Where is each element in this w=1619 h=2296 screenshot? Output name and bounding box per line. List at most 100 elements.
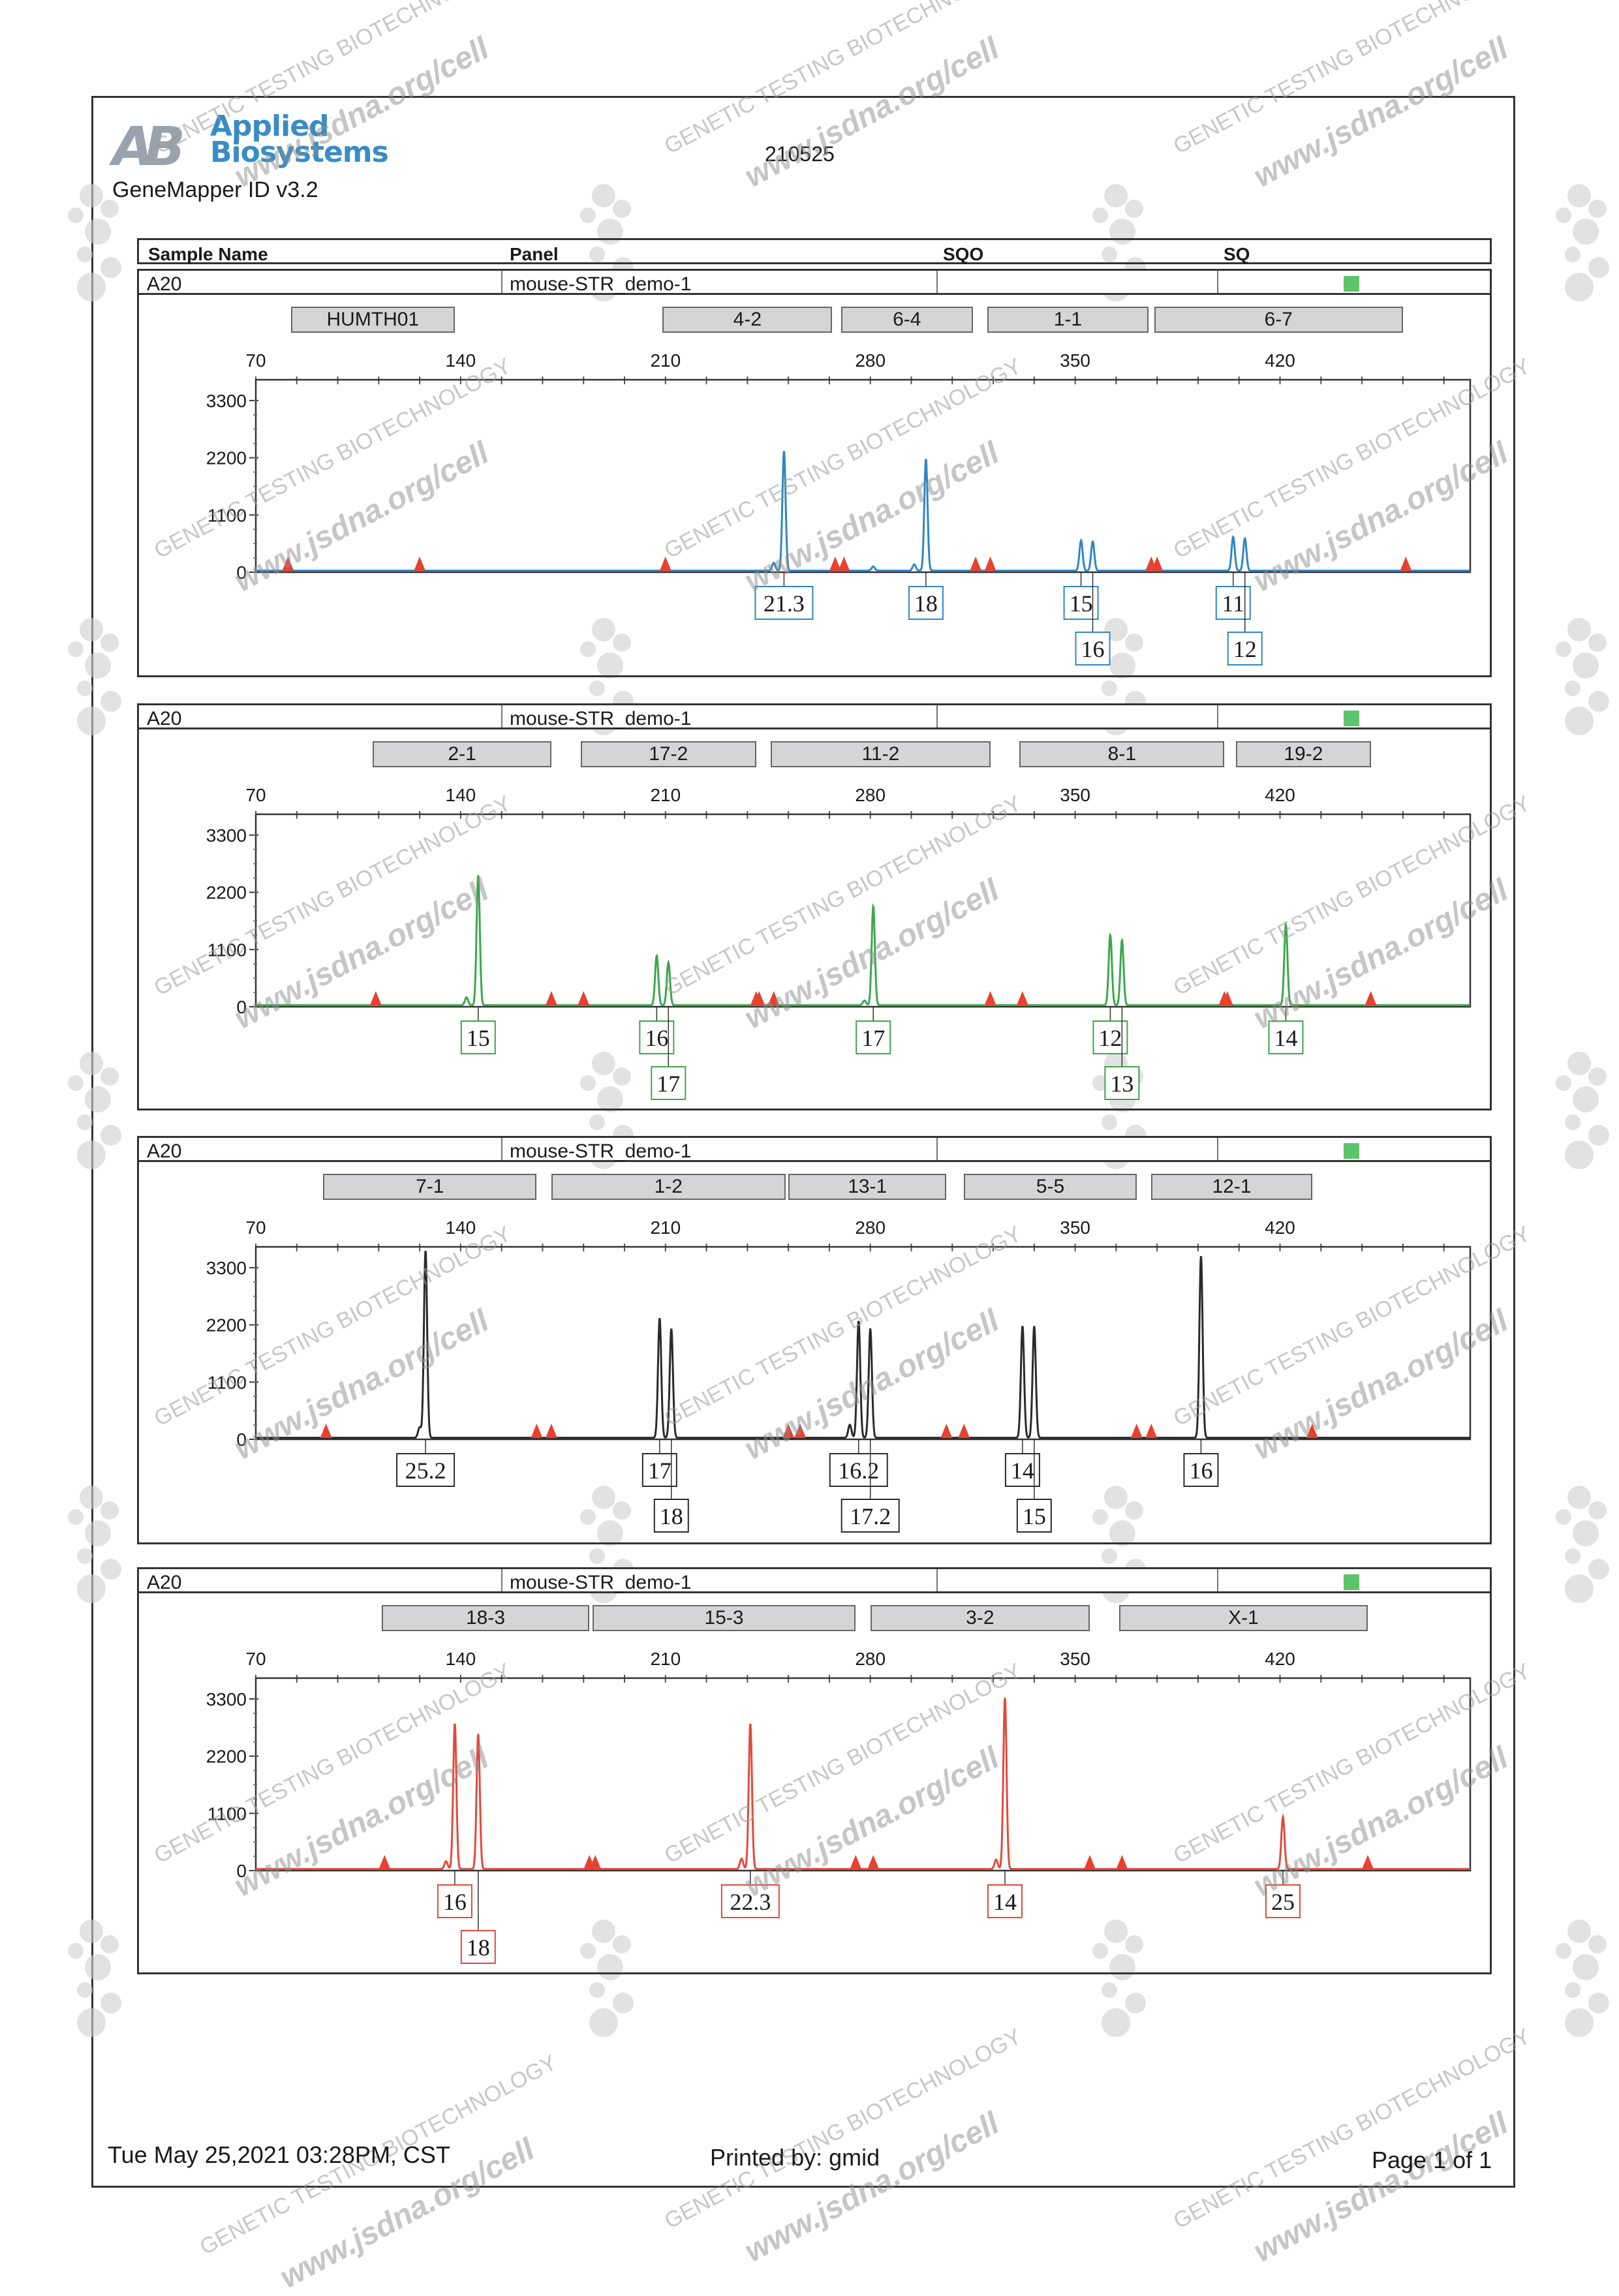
bin-edge-marker: [838, 557, 850, 571]
col-sample-name: Sample Name: [148, 244, 268, 264]
decorative-dot: [1109, 652, 1135, 679]
decorative-dot: [100, 1935, 119, 1953]
marker-bin-15-3[interactable]: 15-3: [592, 1605, 856, 1631]
decorative-dot: [68, 1509, 84, 1525]
marker-bin-11-2[interactable]: 11-2: [771, 741, 991, 767]
allele-call-box[interactable]: [1016, 1499, 1052, 1533]
allele-call-label: 14: [993, 1889, 1017, 1915]
footer-page: Page 1 of 1: [1372, 2147, 1492, 2173]
decorative-dot: [1556, 207, 1571, 223]
decorative-dot: [613, 1067, 631, 1086]
allele-call-label: 18: [660, 1503, 683, 1529]
decorative-dot: [1567, 184, 1591, 207]
decorative-dot: [1565, 1548, 1580, 1564]
bin-edge-marker: [867, 1855, 880, 1869]
bin-edge-marker: [659, 557, 671, 571]
allele-call-box[interactable]: [829, 1453, 888, 1487]
marker-bin-19-2[interactable]: 19-2: [1236, 741, 1371, 767]
bin-edge-marker: [794, 1424, 807, 1438]
allele-call-box[interactable]: [1075, 632, 1111, 666]
decorative-dot: [100, 1067, 119, 1086]
allele-call-label: 16: [443, 1889, 467, 1915]
x-tick-label: 280: [855, 350, 886, 371]
bin-edge-marker: [940, 1424, 953, 1438]
y-tick-label: 3300: [206, 391, 247, 411]
decorative-dot: [77, 1982, 93, 1998]
decorative-dot: [592, 1052, 615, 1075]
marker-bin-1-2[interactable]: 1-2: [551, 1174, 786, 1200]
decorative-dot: [100, 1501, 119, 1520]
marker-bin-17-2[interactable]: 17-2: [580, 741, 756, 767]
allele-call-box[interactable]: [856, 1020, 891, 1054]
marker-bin-18-3[interactable]: 18-3: [381, 1605, 590, 1631]
x-tick-label: 70: [245, 1217, 266, 1238]
decorative-dot: [580, 641, 596, 657]
decorative-dot: [80, 1052, 103, 1075]
marker-bin-12-1[interactable]: 12-1: [1151, 1174, 1312, 1200]
column-header-row: Sample Name Panel SQO SQ: [137, 238, 1492, 264]
column-separator: [936, 705, 938, 727]
marker-bin-7-1[interactable]: 7-1: [323, 1174, 537, 1200]
decorative-dot: [100, 200, 119, 218]
x-tick-label: 420: [1265, 1649, 1295, 1669]
decorative-dot: [1567, 1920, 1591, 1943]
decorative-dot: [1565, 681, 1580, 696]
allele-call-box[interactable]: [754, 586, 814, 620]
decorative-dot: [1573, 1520, 1599, 1546]
bin-edge-marker: [984, 991, 996, 1005]
allele-call-box[interactable]: [1268, 1020, 1304, 1054]
allele-call-box[interactable]: [1227, 632, 1263, 666]
allele-call-box[interactable]: [437, 1884, 472, 1918]
decorative-dot: [589, 247, 605, 262]
allele-call-box[interactable]: [1265, 1884, 1301, 1918]
allele-call-box[interactable]: [653, 1499, 689, 1533]
marker-bin-8-1[interactable]: 8-1: [1019, 741, 1225, 767]
marker-bin-3-2[interactable]: 3-2: [870, 1605, 1090, 1631]
decorative-dot: [1556, 641, 1571, 657]
x-tick-label: 350: [1060, 1649, 1090, 1669]
bin-edge-marker: [782, 1424, 795, 1438]
decorative-dot: [1565, 1574, 1594, 1603]
decorative-dot: [613, 1501, 631, 1520]
decorative-dot: [1556, 1075, 1571, 1091]
marker-bin-humth01[interactable]: HUMTH01: [290, 307, 455, 333]
allele-call-box[interactable]: [651, 1066, 686, 1100]
decorative-dot: [1588, 1501, 1607, 1520]
logo-text-biosystems: Biosystems: [210, 136, 389, 169]
decorative-dot: [80, 184, 103, 207]
decorative-dot: [77, 2008, 106, 2037]
sample-info-row: A20 mouse-STR_demo-1: [137, 1567, 1492, 1593]
decorative-dot: [592, 184, 615, 207]
allele-call-box[interactable]: [460, 1930, 496, 1964]
allele-call-box[interactable]: [987, 1884, 1023, 1918]
marker-bin-6-7[interactable]: 6-7: [1154, 307, 1403, 333]
allele-call-box[interactable]: [1183, 1453, 1219, 1487]
decorative-dot: [68, 207, 84, 223]
allele-call-box[interactable]: [720, 1884, 780, 1918]
decorative-dot: [1102, 1114, 1117, 1130]
marker-bin-13-1[interactable]: 13-1: [788, 1174, 947, 1200]
allele-call-box[interactable]: [908, 586, 944, 620]
footer-date: Tue May 25,2021 03:28PM, CST: [108, 2141, 450, 2168]
allele-call-box[interactable]: [396, 1453, 455, 1487]
x-tick-label: 140: [446, 1217, 476, 1238]
x-tick-label: 210: [650, 785, 681, 805]
allele-call-box[interactable]: [460, 1020, 496, 1054]
col-panel: Panel: [510, 244, 559, 264]
signal-trace: [256, 1250, 1470, 1439]
marker-bin-6-4[interactable]: 6-4: [840, 307, 973, 333]
decorative-dot: [580, 1509, 596, 1525]
decorative-dot: [1125, 1501, 1143, 1520]
allele-call-box[interactable]: [1104, 1066, 1140, 1100]
marker-bin-1-1[interactable]: 1-1: [987, 307, 1149, 333]
allele-call-label: 17: [656, 1071, 680, 1097]
allele-call-box[interactable]: [840, 1499, 900, 1533]
marker-bin-2-1[interactable]: 2-1: [373, 741, 551, 767]
marker-bin-x-1[interactable]: X-1: [1118, 1605, 1368, 1631]
sample-name: A20: [147, 1140, 182, 1162]
marker-bin-5-5[interactable]: 5-5: [964, 1174, 1137, 1200]
bin-edge-marker: [545, 991, 557, 1005]
marker-bin-4-2[interactable]: 4-2: [662, 307, 833, 333]
